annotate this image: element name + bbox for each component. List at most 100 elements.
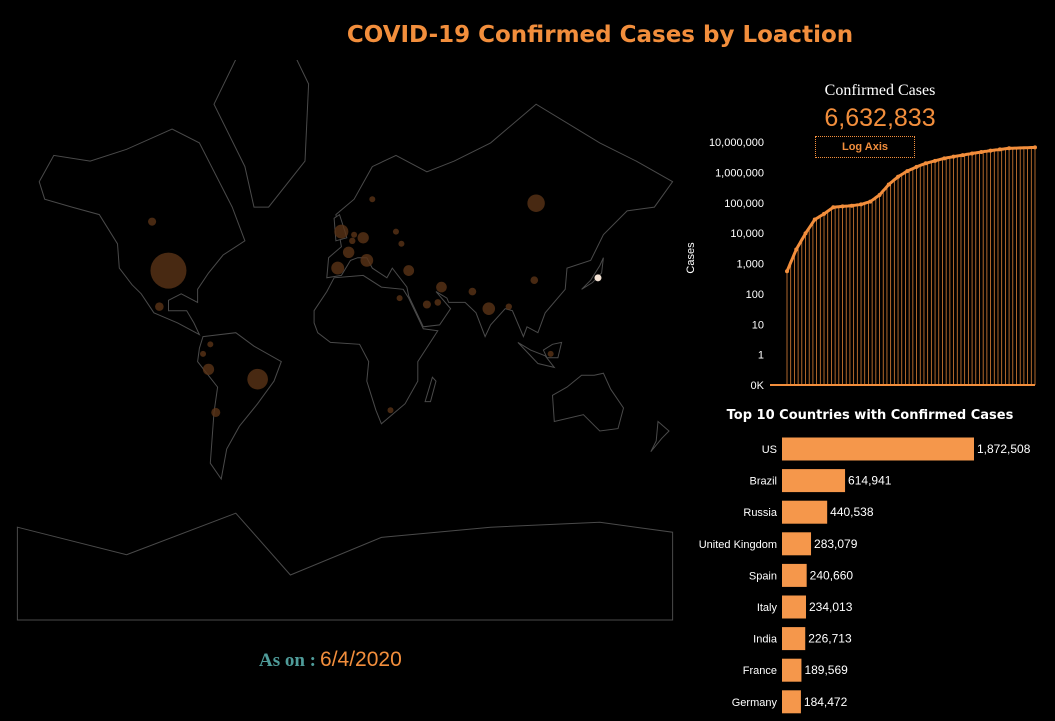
data-point[interactable] bbox=[803, 231, 808, 236]
map-bubble[interactable]: Colombia bbox=[207, 341, 214, 348]
data-point[interactable] bbox=[914, 164, 919, 169]
data-point[interactable] bbox=[933, 158, 938, 163]
map-bubble[interactable]: Spain bbox=[331, 261, 345, 275]
data-point[interactable] bbox=[785, 269, 789, 274]
top10-bar-chart[interactable]: US 1,872,508 Brazil 614,941 Russia 440,538 Uni… bbox=[680, 432, 1055, 721]
landmass-antarctica bbox=[16, 512, 674, 621]
data-point[interactable] bbox=[960, 153, 965, 158]
y-tick-label: 1,000,000 bbox=[715, 167, 764, 179]
data-point[interactable] bbox=[1033, 145, 1037, 150]
data-point[interactable] bbox=[822, 211, 827, 216]
map-bubble[interactable]: Brazil bbox=[247, 368, 268, 390]
data-point[interactable] bbox=[812, 217, 817, 222]
data-point[interactable] bbox=[923, 161, 928, 166]
map-bubble[interactable]: Netherlands bbox=[351, 231, 358, 238]
map-bubble[interactable]: Ecuador bbox=[200, 350, 207, 357]
map-bubble[interactable]: Russia bbox=[527, 194, 545, 212]
bar-category-label: Italy bbox=[757, 602, 778, 614]
data-point[interactable] bbox=[831, 205, 836, 210]
y-tick-label: 100,000 bbox=[724, 198, 764, 210]
map-bubble[interactable]: Sweden bbox=[369, 196, 376, 203]
bar-category-label: India bbox=[753, 634, 778, 646]
bar[interactable] bbox=[782, 532, 812, 556]
bar[interactable] bbox=[782, 500, 828, 524]
map-bubble[interactable]: United Kingdom bbox=[334, 224, 349, 239]
bar[interactable] bbox=[782, 469, 846, 493]
map-bubble[interactable]: Italy bbox=[360, 254, 374, 267]
map-bubble[interactable]: Belgium bbox=[349, 237, 356, 245]
bar[interactable] bbox=[782, 595, 806, 619]
confirmed-cases-line-chart[interactable]: 0K 1 10 100 1,000 10,000 100,000 1,000,000 10,00… bbox=[680, 130, 1055, 395]
bar-value-label: 184,472 bbox=[804, 695, 848, 709]
map-bubble[interactable]: Saudi Arabia bbox=[422, 300, 431, 309]
map-bubble[interactable]: France bbox=[342, 246, 355, 259]
data-point[interactable] bbox=[970, 151, 975, 156]
bar[interactable] bbox=[782, 563, 807, 587]
landmass-africa bbox=[313, 274, 439, 425]
bar[interactable] bbox=[782, 437, 974, 461]
as-on-label: As on : bbox=[259, 650, 317, 671]
data-point[interactable] bbox=[886, 182, 891, 187]
confirmed-cases-total: 6,632,833 bbox=[824, 104, 936, 132]
data-point[interactable] bbox=[942, 156, 947, 161]
map-bubble[interactable]: US bbox=[150, 252, 187, 289]
map-bubble[interactable]: Germany bbox=[357, 232, 369, 244]
top10-title: Top 10 Countries with Confirmed Cases bbox=[726, 408, 1014, 423]
map-bubble[interactable]: Bangladesh bbox=[505, 303, 512, 310]
cases-line bbox=[785, 145, 1036, 272]
data-point[interactable] bbox=[1007, 146, 1012, 151]
map-bubble[interactable]: Qatar bbox=[434, 299, 442, 306]
data-point[interactable] bbox=[951, 154, 956, 159]
y-tick-label: 10,000 bbox=[730, 228, 764, 240]
data-point[interactable] bbox=[859, 202, 864, 207]
data-point[interactable] bbox=[794, 247, 799, 252]
landmass-australia bbox=[551, 372, 625, 432]
data-point[interactable] bbox=[896, 174, 901, 179]
map-bubble[interactable]: Iran bbox=[436, 281, 447, 293]
log-axis-button[interactable]: Log Axis bbox=[815, 136, 915, 158]
map-bubble[interactable]: South Africa bbox=[387, 407, 394, 414]
data-point[interactable] bbox=[877, 192, 882, 197]
data-point[interactable] bbox=[905, 169, 910, 174]
y-tick-label: 10,000,000 bbox=[709, 137, 764, 149]
map-bubble[interactable]: Ukraine bbox=[398, 240, 405, 247]
bar-value-label: 1,872,508 bbox=[977, 442, 1031, 456]
map-bubble[interactable]: Indonesia bbox=[547, 350, 554, 357]
map-bubble[interactable]: Belarus bbox=[392, 228, 399, 235]
bar-category-label: Spain bbox=[749, 570, 777, 582]
landmass-indonesia bbox=[517, 341, 556, 369]
map-bubble[interactable]: Canada bbox=[148, 217, 157, 226]
y-tick-label: 10 bbox=[752, 319, 764, 331]
data-point[interactable] bbox=[988, 148, 993, 153]
data-point[interactable] bbox=[979, 149, 984, 154]
bar-category-label: US bbox=[762, 444, 777, 456]
bar-category-label: Russia bbox=[743, 507, 778, 519]
map-bubble[interactable]: Turkey bbox=[403, 265, 415, 276]
map-bubble[interactable]: Egypt bbox=[396, 295, 403, 302]
map-bubble[interactable]: Japan bbox=[594, 274, 602, 282]
bar-value-label: 283,079 bbox=[814, 537, 858, 551]
map-bubble[interactable]: India bbox=[482, 302, 496, 315]
data-point[interactable] bbox=[849, 203, 854, 208]
landmass-south-america bbox=[197, 332, 282, 481]
y-tick-label: 1 bbox=[758, 350, 764, 362]
map-bubble[interactable]: China bbox=[530, 276, 539, 285]
data-point[interactable] bbox=[997, 147, 1002, 152]
as-on-value: 6/4/2020 bbox=[320, 648, 402, 671]
bar-value-label: 440,538 bbox=[830, 505, 874, 519]
bar-category-label: United Kingdom bbox=[699, 539, 777, 551]
map-bubble[interactable]: Chile bbox=[211, 407, 221, 417]
bar[interactable] bbox=[782, 627, 806, 651]
map-bubble[interactable]: Peru bbox=[202, 363, 215, 375]
landmass-madagascar bbox=[424, 376, 437, 403]
bar[interactable] bbox=[782, 658, 802, 682]
world-map[interactable]: US Brazil Russia United Kingdom Spain Italy In… bbox=[0, 60, 690, 700]
bar[interactable] bbox=[782, 690, 801, 714]
data-point[interactable] bbox=[868, 199, 873, 204]
bar-value-label: 189,569 bbox=[804, 663, 848, 677]
bar-value-label: 234,013 bbox=[809, 600, 853, 614]
map-bubble[interactable]: Pakistan bbox=[468, 287, 477, 296]
map-bubble[interactable]: Mexico bbox=[155, 302, 164, 311]
bar-value-label: 226,713 bbox=[808, 632, 852, 646]
data-point[interactable] bbox=[840, 204, 845, 209]
